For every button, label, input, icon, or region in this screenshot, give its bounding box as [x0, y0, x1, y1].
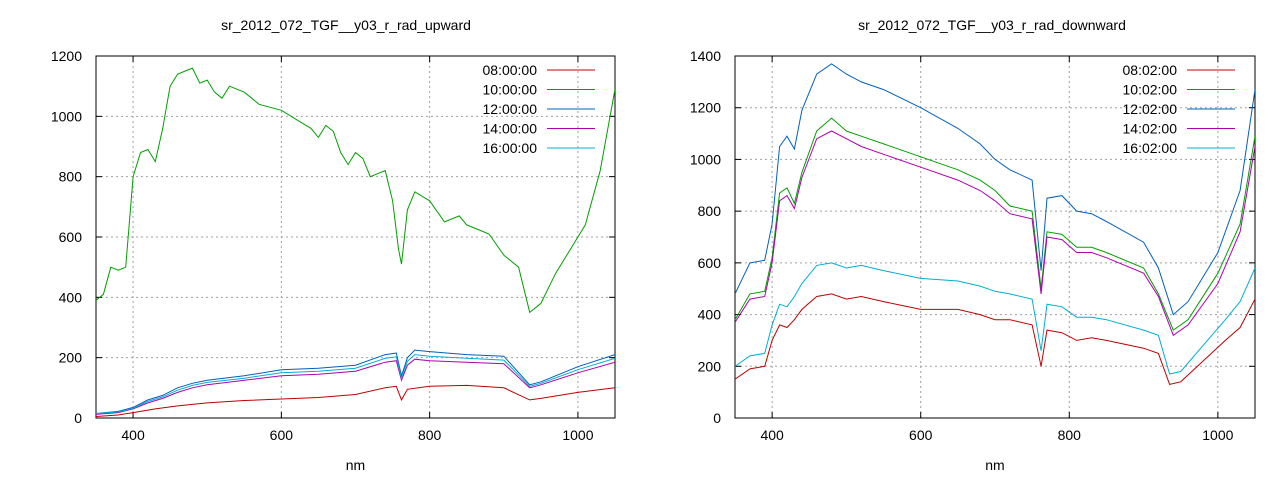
legend-label: 12:00:00 — [483, 101, 538, 117]
series-line-1 — [735, 293, 1255, 385]
x-axis-label: nm — [985, 457, 1004, 473]
legend-label: 08:00:00 — [483, 62, 538, 78]
legend-label: 14:00:00 — [483, 121, 538, 137]
y-tick-label: 400 — [59, 289, 83, 305]
series-line-2 — [735, 117, 1255, 331]
x-axis-label: nm — [346, 457, 365, 473]
y-tick-label: 0 — [74, 410, 82, 426]
chart-title: sr_2012_072_TGF__y03_r_rad_downward — [858, 17, 1126, 33]
legend-label: 12:02:00 — [1123, 101, 1178, 117]
x-tick-label: 800 — [418, 427, 442, 443]
series-line-5 — [96, 354, 615, 415]
legend-label: 14:02:00 — [1123, 121, 1178, 137]
legend-label: 10:00:00 — [483, 82, 538, 98]
x-tick-label: 400 — [121, 427, 145, 443]
plot-frame — [734, 55, 1256, 419]
chart-2: sr_2012_072_TGF__y03_r_rad_downward 400 60… — [690, 17, 1256, 473]
legend-label: 08:02:00 — [1123, 62, 1178, 78]
x-tick-label: 1000 — [562, 427, 593, 443]
series-line-5 — [735, 262, 1255, 375]
y-tick-label: 1000 — [690, 151, 721, 167]
chart-title: sr_2012_072_TGF__y03_r_rad_upward — [221, 17, 471, 33]
y-tick-label: 1400 — [690, 48, 721, 64]
series-line-4 — [735, 130, 1255, 337]
y-tick-label: 1000 — [51, 108, 82, 124]
x-tick-label: 400 — [760, 427, 784, 443]
y-tick-label: 1200 — [690, 100, 721, 116]
series-line-4 — [96, 358, 615, 415]
series-line-3 — [96, 349, 615, 414]
series-line-3 — [735, 63, 1255, 316]
x-tick-label: 600 — [270, 427, 294, 443]
x-tick-label: 800 — [1058, 427, 1082, 443]
y-tick-label: 400 — [698, 307, 722, 323]
y-tick-label: 200 — [59, 350, 83, 366]
x-tick-label: 600 — [909, 427, 933, 443]
legend-label: 16:02:00 — [1123, 140, 1178, 156]
y-tick-label: 600 — [698, 255, 722, 271]
y-tick-label: 800 — [59, 169, 83, 185]
y-tick-label: 800 — [698, 203, 722, 219]
y-tick-label: 0 — [713, 410, 721, 426]
series-line-2 — [96, 67, 615, 314]
series-line-1 — [96, 384, 615, 417]
chart-1: sr_2012_072_TGF__y03_r_rad_upward 400 600 8… — [51, 17, 616, 473]
x-tick-label: 1000 — [1202, 427, 1233, 443]
legend-label: 10:02:00 — [1123, 82, 1178, 98]
y-tick-label: 200 — [698, 358, 722, 374]
legend-label: 16:00:00 — [483, 140, 538, 156]
y-tick-label: 600 — [59, 229, 83, 245]
y-tick-label: 1200 — [51, 48, 82, 64]
